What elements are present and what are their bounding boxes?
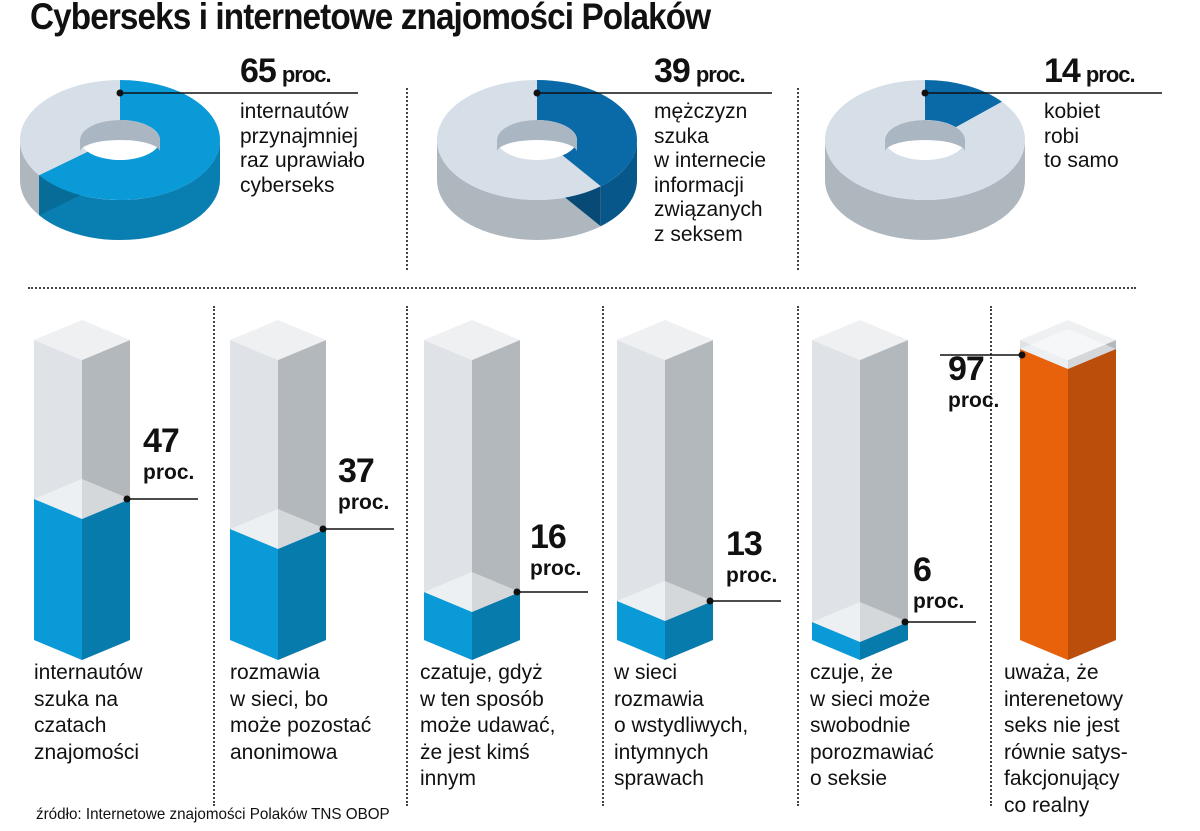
bar-5-empty-top [812, 320, 908, 360]
bar-5-empty-front [812, 340, 860, 660]
bar-4-value: 13 [726, 525, 763, 563]
donut-2-value: 39 proc. [654, 52, 746, 90]
donut-2-slice-rest [436, 80, 601, 200]
donut-3-slice-value [925, 80, 1003, 128]
bar-3-fill-side [472, 592, 520, 660]
donut-1-slice-value [39, 80, 220, 201]
separator-bar-1 [213, 306, 215, 806]
donut-charts [19, 80, 1162, 240]
donut-3-value: 14 proc. [1044, 52, 1136, 90]
bar-3 [424, 320, 588, 660]
bar-1-value: 47 [143, 422, 180, 460]
donut-1-leader-dot [116, 89, 124, 97]
bar-4-description: w sieci rozmawia o wstydliwych, intymnyc… [614, 661, 749, 790]
bar-3-unit: proc. [530, 557, 582, 580]
donut-2 [436, 80, 772, 240]
bar-5-empty-side [860, 340, 908, 660]
bar-1-description: internautów szuka na czatach znajomości [34, 661, 143, 764]
donut-3-description: kobiet robi to samo [1044, 100, 1119, 172]
bar-2-leader-dot [319, 525, 327, 533]
bar-4-unit: proc. [726, 564, 778, 587]
separator-donut-1 [406, 88, 408, 270]
donut-2-hole [497, 120, 577, 152]
bar-4-fill-top [617, 581, 713, 621]
bar-1-fill-side [82, 499, 130, 660]
donut-1 [19, 80, 358, 240]
bar-2-unit: proc. [338, 491, 390, 514]
bar-3-description: czatuje, gdyż w ten sposób może udawać, … [420, 661, 556, 790]
bar-6-description: uważa, że interenetowy seks nie jest rów… [1004, 661, 1128, 817]
bar-4-empty-side [665, 340, 713, 660]
bar-5-fill-top [812, 602, 908, 642]
donut-3-slice-rest [825, 80, 1025, 200]
donut-3-hole [885, 120, 965, 152]
bar-1-empty-top [34, 320, 130, 360]
bar-6-fill-side [1068, 349, 1116, 660]
bar-6-fill-top [1020, 329, 1116, 369]
bar-5-leader-dot [901, 618, 909, 626]
bar-5-unit: proc. [913, 590, 965, 613]
bar-6-leader-dot [1018, 351, 1026, 359]
donut-1-side-rest [20, 140, 40, 216]
separator-bar-5 [990, 306, 992, 806]
donut-1-hole [80, 120, 160, 152]
bar-2-value: 37 [338, 452, 375, 490]
separator-bar-4 [797, 306, 799, 806]
donut-1-side-value [39, 140, 221, 240]
bar-5-fill-front [812, 622, 860, 660]
donut-2-slice-value [537, 80, 637, 187]
donut-3-side-rest [825, 140, 1025, 240]
donut-1-value: 65 proc. [240, 52, 332, 90]
bar-4-fill-front [617, 601, 665, 660]
bar-2 [230, 320, 394, 660]
bar-1-fill-front [34, 499, 82, 660]
bar-3-fill-top [424, 572, 520, 612]
bar-1-unit: proc. [143, 461, 195, 484]
bar-1-fill-top [34, 479, 130, 519]
bar-2-fill-side [278, 529, 326, 660]
bar-6-fill-front [1020, 349, 1068, 660]
bar-4-empty-top [617, 320, 713, 360]
bar-5 [812, 320, 976, 660]
bar-4-fill-side [665, 601, 713, 660]
donut-2-leader-dot [533, 89, 541, 97]
bar-1-leader-dot [123, 495, 131, 503]
donut-2-description: mężczyzn szuka w internecie informacji z… [654, 100, 767, 246]
source-note: źródło: Internetowe znajomości Polaków T… [36, 806, 390, 823]
bar-6-empty-top [1020, 320, 1116, 360]
donut-3-leader-dot [921, 89, 929, 97]
separator-bar-2 [406, 306, 408, 806]
donut-1-slice-rest [19, 80, 121, 176]
bar-3-empty-front [424, 340, 472, 660]
donut-3 [825, 80, 1162, 240]
bar-3-fill-front [424, 592, 472, 660]
bar-4-leader-dot [706, 597, 714, 605]
bar-6 [940, 320, 1116, 660]
bar-2-fill-front [230, 529, 278, 660]
bar-3-empty-side [472, 340, 520, 660]
separator-horizontal [28, 287, 1136, 289]
bar-4-empty-front [617, 340, 665, 660]
bar-2-empty-top [230, 320, 326, 360]
bar-3-leader-dot [513, 588, 521, 596]
bar-6-unit: proc. [948, 389, 1000, 412]
separator-donut-2 [797, 88, 799, 270]
bar-4 [617, 320, 781, 660]
bar-5-fill-side [860, 622, 908, 660]
separator-bar-3 [602, 306, 604, 806]
donut-1-description: internautów przynajmniej raz uprawiało c… [240, 100, 365, 197]
bar-1 [34, 320, 198, 660]
bar-2-fill-top [230, 509, 326, 549]
bar-2-description: rozmawia w sieci, bo może pozostać anoni… [230, 661, 372, 764]
donut-2-side-rest [437, 140, 601, 240]
chart-title: Cyberseks i internetowe znajomości Polak… [30, 0, 711, 37]
donut-2-side-value [600, 140, 637, 227]
bar-6-value: 97 [948, 350, 985, 388]
bar-5-description: czuje, że w sieci może swobodnie porozma… [810, 661, 934, 790]
bar-3-empty-top [424, 320, 520, 360]
bar-3-value: 16 [530, 518, 567, 556]
bar-5-value: 6 [913, 551, 932, 589]
